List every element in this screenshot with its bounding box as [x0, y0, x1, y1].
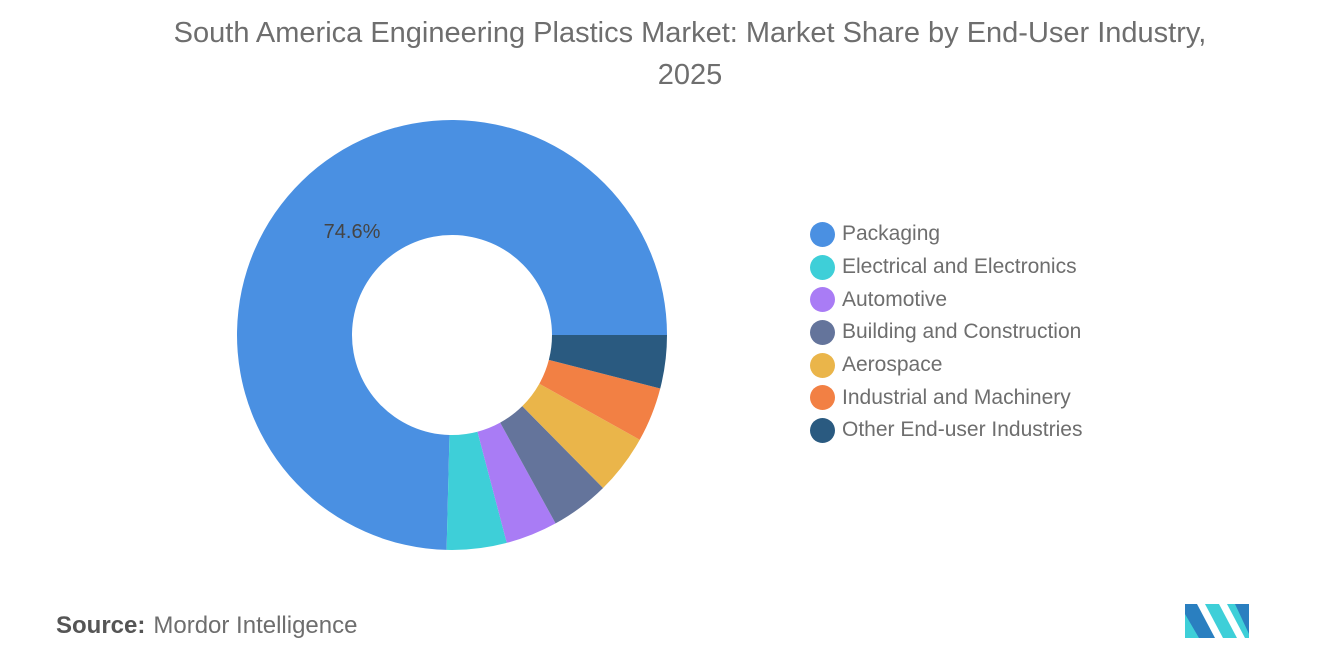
legend-swatch: [810, 254, 835, 280]
legend-item-industrial-and-machinery: Industrial and Machinery: [810, 381, 1082, 414]
slice-electrical-and-electronics: [446, 431, 507, 550]
source-label: Source:: [56, 612, 146, 639]
legend-label: Automotive: [842, 287, 948, 311]
data-label-packaging: 74.6%: [324, 221, 381, 243]
slice-other-end-user-industries: [548, 335, 667, 389]
slice-packaging: [237, 120, 667, 550]
source-value: Mordor Intelligence: [153, 612, 358, 639]
legend-label: Electrical and Electronics: [842, 255, 1077, 279]
legend-item-electrical-and-electronics: Electrical and Electronics: [810, 251, 1082, 284]
legend-item-other-end-user-industries: Other End-user Industries: [810, 414, 1082, 447]
slice-building-and-construction: [500, 406, 604, 524]
legend-label: Packaging: [842, 222, 941, 246]
legend-swatch: [810, 385, 835, 411]
legend: Packaging Electrical and Electronics Aut…: [810, 218, 1082, 447]
legend-swatch: [810, 319, 835, 345]
slice-automotive: [477, 422, 556, 543]
legend-swatch: [810, 417, 835, 443]
legend-item-automotive: Automotive: [810, 283, 1082, 316]
mordor-intelligence-logo: [1185, 604, 1249, 638]
slice-industrial-and-machinery: [539, 359, 661, 440]
legend-item-building-and-construction: Building and Construction: [810, 316, 1082, 349]
legend-label: Building and Construction: [842, 320, 1082, 344]
legend-label: Industrial and Machinery: [842, 385, 1071, 409]
legend-item-packaging: Packaging: [810, 218, 1082, 251]
legend-label: Aerospace: [842, 353, 943, 377]
legend-swatch: [810, 287, 835, 313]
slice-aerospace: [522, 383, 640, 488]
legend-item-aerospace: Aerospace: [810, 349, 1082, 382]
source-note: Source: Mordor Intelligence: [56, 612, 357, 640]
legend-swatch: [810, 221, 835, 247]
legend-swatch: [810, 352, 835, 378]
legend-label: Other End-user Industries: [842, 418, 1083, 442]
chart-title: South America Engineering Plastics Marke…: [173, 17, 1207, 91]
